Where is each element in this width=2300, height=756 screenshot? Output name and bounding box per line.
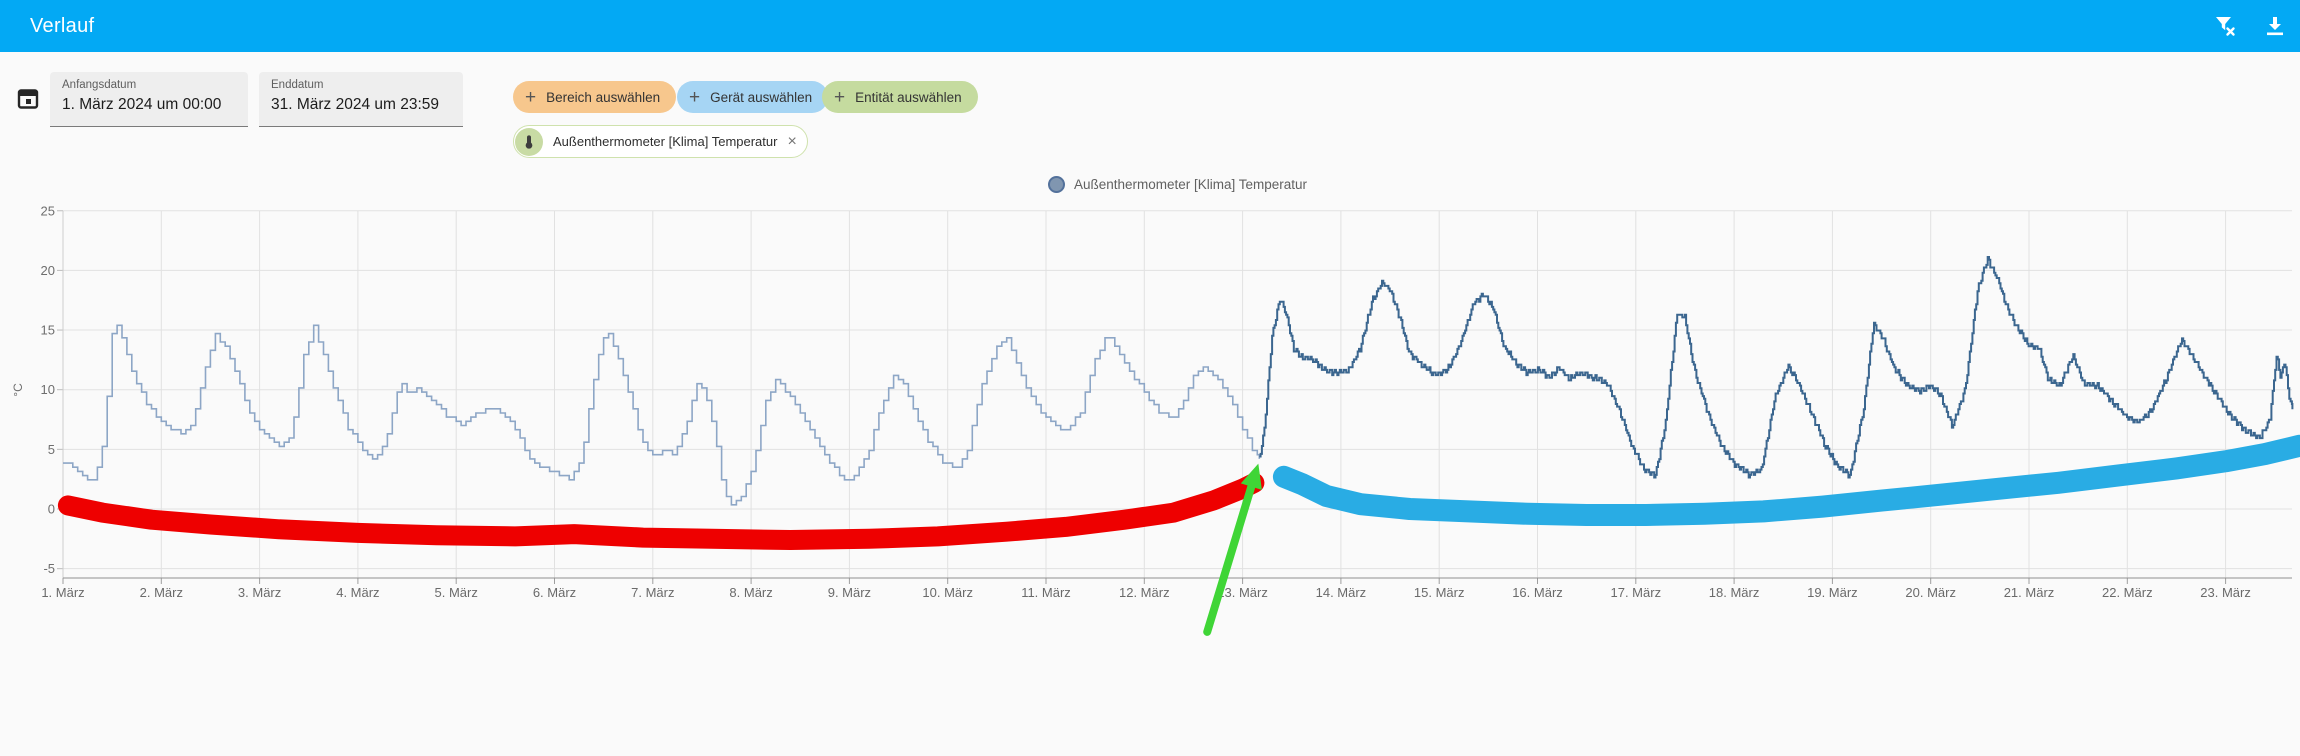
x-axis-label: 17. März	[1611, 585, 1662, 600]
x-axis-label: 7. März	[631, 585, 674, 600]
x-axis-label: 13. März	[1217, 585, 1268, 600]
x-axis-label: 11. März	[1021, 585, 1071, 600]
x-axis-label: 12. März	[1119, 585, 1170, 600]
select-device-chip[interactable]: + Gerät auswählen	[677, 81, 829, 113]
y-axis-label: 15	[41, 323, 55, 338]
y-axis-label: 25	[41, 203, 55, 218]
plus-icon: +	[689, 86, 701, 108]
x-axis-label: 1. März	[41, 585, 84, 600]
entity-avatar	[515, 127, 543, 156]
series-line-raw	[1259, 256, 2294, 479]
y-axis-label: 20	[41, 263, 55, 278]
select-entity-label: Entität auswählen	[855, 89, 962, 105]
chart-legend[interactable]: Außenthermometer [Klima] Temperatur	[63, 176, 2292, 193]
end-date-value: 31. März 2024 um 23:59	[271, 96, 440, 113]
entity-chip-label: Außenthermometer [Klima] Temperatur	[553, 134, 778, 149]
y-axis-label: 10	[41, 382, 55, 397]
select-area-chip[interactable]: + Bereich auswählen	[513, 81, 677, 113]
y-axis-unit-label: °C	[11, 383, 25, 397]
y-axis-label: 5	[48, 442, 55, 457]
y-axis-label: 0	[48, 502, 55, 517]
app-header: Verlauf	[0, 0, 2300, 52]
x-axis-label: 20. März	[1905, 585, 1956, 600]
close-icon[interactable]: ×	[787, 132, 797, 150]
download-icon[interactable]	[2262, 13, 2288, 39]
select-device-label: Gerät auswählen	[710, 89, 813, 105]
page-title: Verlauf	[30, 14, 95, 37]
select-entity-chip[interactable]: + Entität auswählen	[822, 81, 978, 113]
start-date-value: 1. März 2024 um 00:00	[62, 96, 222, 113]
start-date-label: Anfangsdatum	[62, 79, 137, 91]
x-axis-label: 6. März	[533, 585, 576, 600]
annotation-red-highlight	[57, 472, 1265, 550]
end-date-field[interactable]: Enddatum 31. März 2024 um 23:59	[259, 72, 463, 127]
x-axis-label: 10. März	[922, 585, 973, 600]
annotation-blue-highlight	[1272, 434, 2300, 526]
x-axis-label: 14. März	[1316, 585, 1367, 600]
x-axis-label: 5. März	[435, 585, 478, 600]
x-axis-label: 15. März	[1414, 585, 1465, 600]
annotation-green-arrow-shaft	[1203, 473, 1259, 636]
filter-remove-icon[interactable]	[2212, 13, 2238, 39]
entity-filter-chip[interactable]: Außenthermometer [Klima] Temperatur ×	[513, 125, 808, 158]
x-axis-label: 21. März	[2004, 585, 2055, 600]
x-axis-label: 4. März	[336, 585, 379, 600]
x-axis-label: 22. März	[2102, 585, 2153, 600]
header-actions	[2212, 13, 2288, 39]
x-axis-label: 19. März	[1807, 585, 1858, 600]
end-date-label: Enddatum	[271, 79, 324, 91]
x-axis-label: 23. März	[2200, 585, 2251, 600]
annotation-green-arrow-head	[1240, 463, 1262, 490]
calendar-icon	[16, 86, 40, 115]
plus-icon: +	[834, 86, 846, 108]
start-date-field[interactable]: Anfangsdatum 1. März 2024 um 00:00	[50, 72, 248, 127]
thermometer-icon	[525, 134, 533, 149]
select-area-label: Bereich auswählen	[546, 89, 661, 105]
y-axis-label: -5	[43, 561, 55, 576]
x-axis-label: 18. März	[1709, 585, 1760, 600]
legend-marker-icon	[1047, 176, 1065, 193]
series-line-averaged	[63, 324, 1261, 506]
x-axis-label: 2. März	[140, 585, 183, 600]
x-axis-label: 9. März	[828, 585, 871, 600]
plus-icon: +	[525, 86, 537, 108]
legend-label: Außenthermometer [Klima] Temperatur	[1073, 177, 1308, 192]
x-axis-label: 8. März	[729, 585, 772, 600]
x-axis-label: 3. März	[238, 585, 281, 600]
x-axis-label: 16. März	[1512, 585, 1563, 600]
